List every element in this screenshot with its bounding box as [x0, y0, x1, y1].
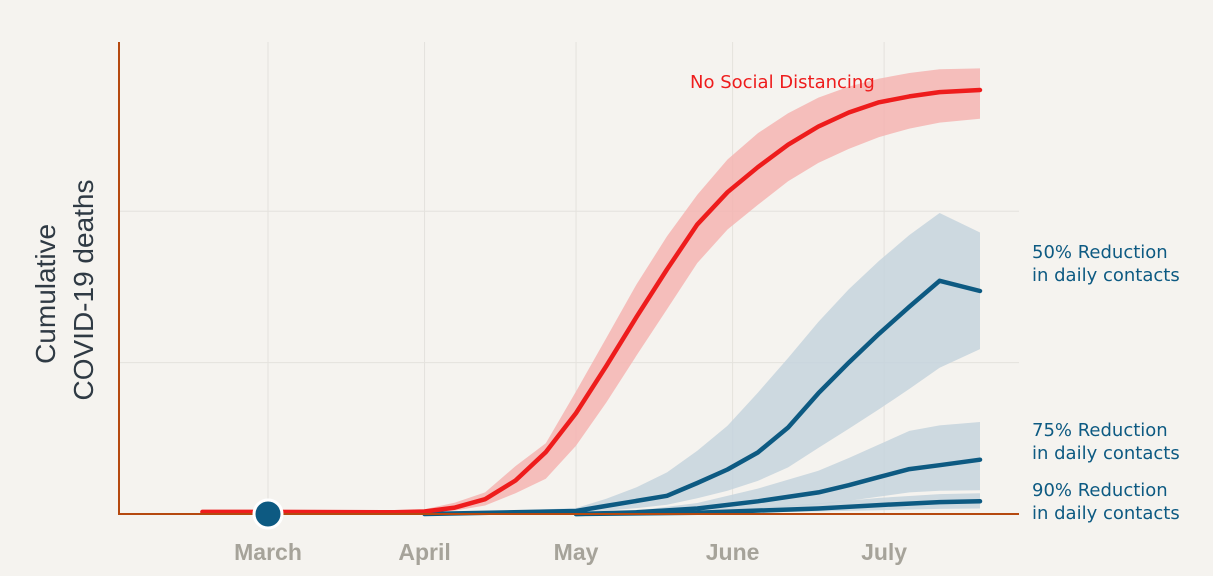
- line-series-2: [422, 278, 983, 517]
- x-tick-label: July: [861, 539, 907, 565]
- line-series-3: [573, 457, 983, 517]
- x-tick-label: June: [706, 539, 760, 565]
- band-series-1: [202, 68, 980, 513]
- series-label-3-line-2: in daily contacts: [1032, 443, 1180, 464]
- series-lines: [200, 87, 983, 517]
- series-label-1-line-1: No Social Distancing: [690, 72, 875, 93]
- band-series-3: [576, 422, 980, 514]
- y-axis-label-line-1: Cumulative: [30, 224, 61, 364]
- band-series-2: [424, 213, 980, 514]
- line-series-4: [573, 499, 983, 517]
- series-label-2-line-1: 50% Reduction: [1032, 242, 1168, 263]
- x-tick-label: May: [554, 539, 599, 565]
- y-axis-label-line-2: COVID-19 deaths: [68, 180, 99, 401]
- x-tick-labels: March April May June July: [234, 539, 907, 565]
- y-axis-label: Cumulative COVID-19 deaths: [30, 180, 99, 401]
- march-marker-dot: [252, 498, 284, 530]
- series-label-4-line-2: in daily contacts: [1032, 503, 1180, 524]
- band-series-4: [576, 493, 980, 514]
- uncertainty-bands: [202, 68, 980, 514]
- series-label-2-line-2: in daily contacts: [1032, 265, 1180, 286]
- march-marker: [252, 498, 284, 530]
- x-tick-label: March: [234, 539, 302, 565]
- series-label-4-line-1: 90% Reduction: [1032, 480, 1168, 501]
- series-label-3-line-1: 75% Reduction: [1032, 420, 1168, 441]
- line-series-1: [200, 87, 983, 515]
- x-tick-label: April: [398, 539, 450, 565]
